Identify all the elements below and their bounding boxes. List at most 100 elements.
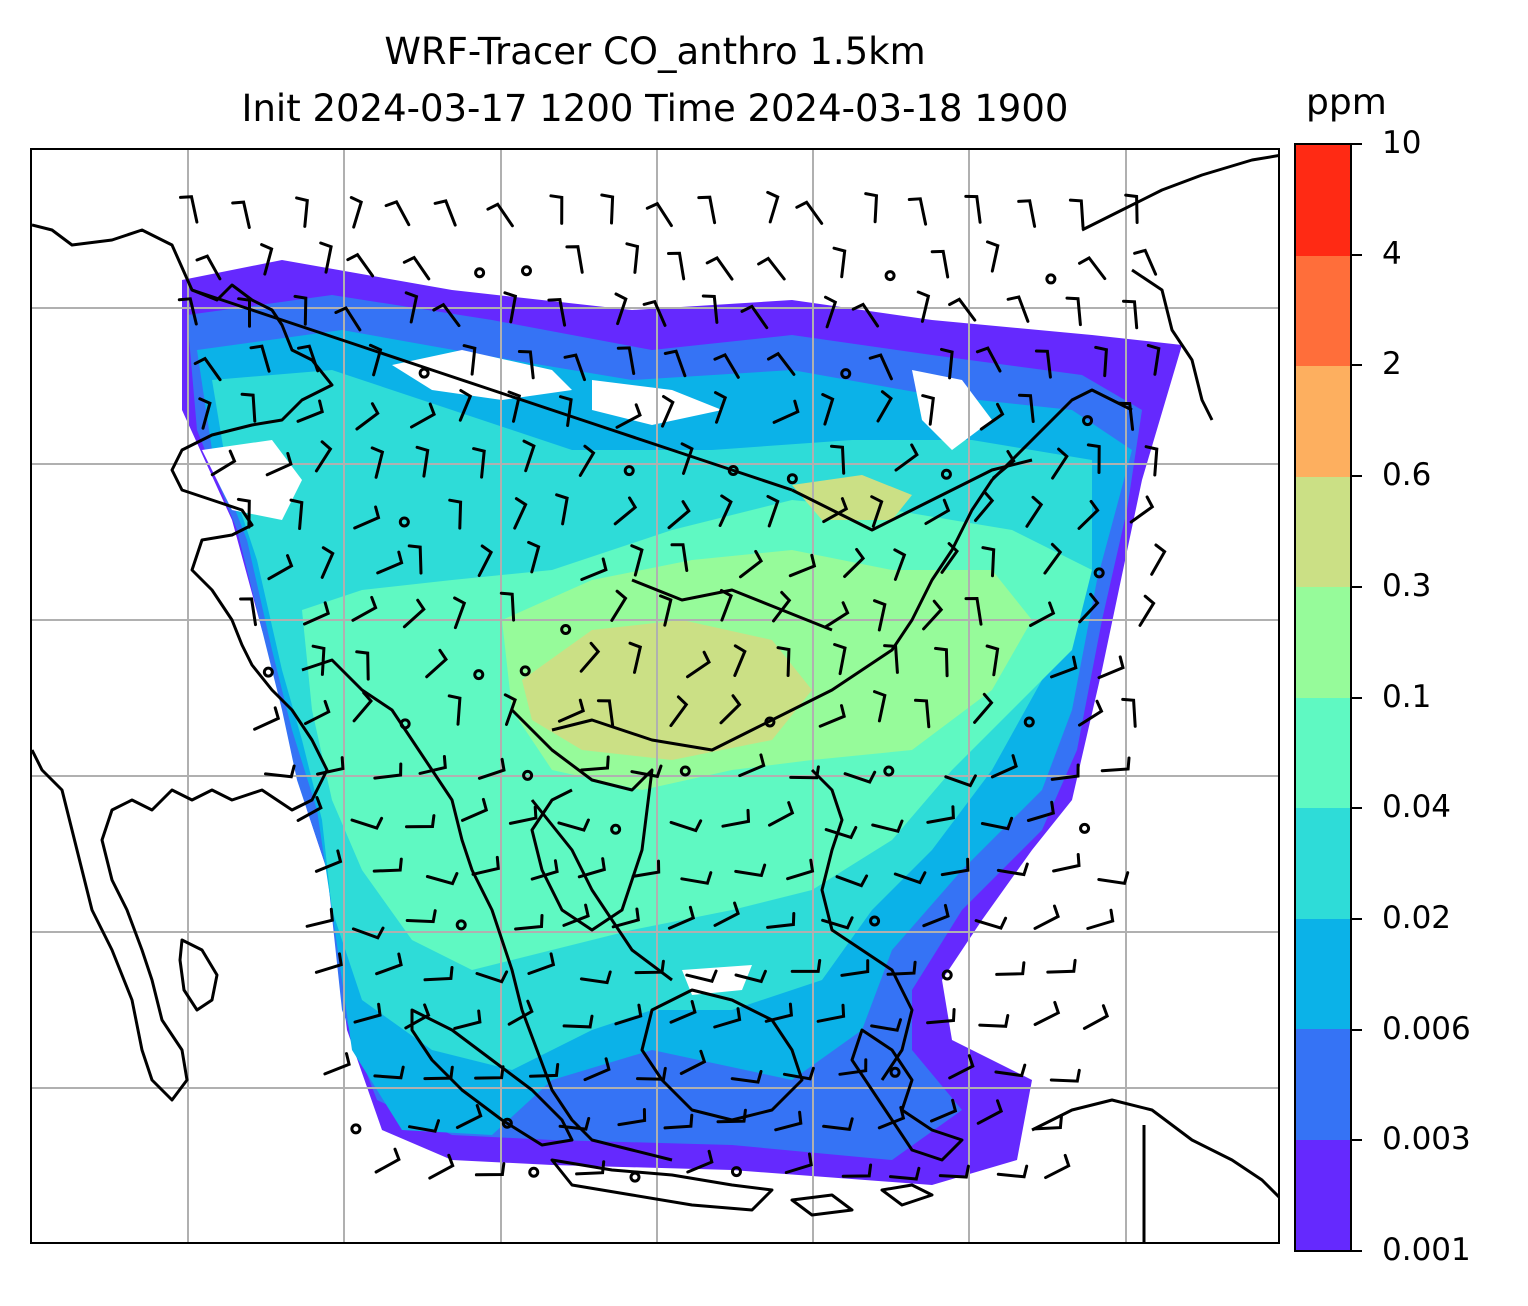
colorbar-tick-label: 0.1 [1382,678,1432,715]
coast-korea-japan [1081,154,1278,421]
wind-barb [697,195,717,225]
wind-barb [179,195,199,224]
wind-barb [372,857,403,873]
colorbar-tick [1352,696,1362,699]
calm-wind-circle [1023,716,1035,728]
wind-barb [734,863,767,878]
wind-barb [613,496,638,526]
calm-wind-circle [501,1117,513,1129]
wind-barb [818,704,846,728]
wind-barb [407,544,423,575]
wind-barb [986,240,1000,273]
wind-barb [686,650,711,679]
coast-sulawesi [850,1028,964,1162]
wind-barb [994,1063,1027,1078]
wind-barb [428,1153,455,1180]
wind-barb [876,390,893,423]
calm-wind-circle [764,716,776,728]
wind-barb [351,926,385,940]
wind-barb [198,397,212,430]
wind-barb [832,246,847,279]
wind-barb [1097,655,1125,680]
wind-barb [686,1149,714,1174]
wind-barb [353,1002,382,1024]
wind-barb [617,1108,647,1127]
field-region-06-b [792,475,912,520]
border-india-china [191,288,793,492]
wind-barb [475,970,509,984]
wind-barb [303,601,330,626]
wind-barb [575,1160,606,1176]
wind-barb [713,1007,742,1029]
wind-barb [579,641,601,673]
wind-barb [645,201,673,228]
wind-barb [1026,800,1055,822]
colorbar-segment-3 [1296,476,1350,587]
wind-barb [840,959,870,977]
wind-barb [614,292,628,326]
wind-barb [405,814,436,829]
wind-barb [447,694,462,726]
coast-java [550,1158,774,1212]
wind-barb [975,346,1002,373]
colorbar-tick-label: 0.006 [1382,1010,1471,1047]
colorbar-tick [1352,1250,1362,1252]
wind-barb [1086,443,1101,474]
coast-srilanka [178,938,219,1012]
wind-barb [978,1014,1010,1028]
wind-barb [734,969,767,984]
wind-barb [663,1113,694,1130]
wind-barb [404,291,419,324]
wind-barb [893,548,907,581]
wind-barb [195,254,222,281]
wind-barb [563,353,586,382]
wind-barb [740,304,769,330]
wind-barb [1050,763,1080,781]
calm-wind-circle [399,718,411,730]
wind-barb [600,193,615,225]
wind-barb [782,1066,815,1081]
wind-barb [293,294,308,326]
colorbar-tick [1352,1028,1362,1031]
wind-barb [630,764,663,779]
wind-barb [1078,255,1107,281]
wind-barb [1144,445,1159,477]
wind-barb [739,549,764,579]
wind-barb [1046,958,1077,974]
coast-china-south [551,388,1133,752]
wind-barb [1121,697,1137,728]
calm-wind-circle [884,270,896,282]
wind-barb [821,393,835,426]
wind-barb [764,1002,794,1023]
colorbar-segment-4 [1296,587,1350,698]
colorbar [1294,143,1352,1252]
calm-wind-circle [522,769,534,781]
wind-barb [193,356,222,382]
wind-barb [667,905,696,930]
calm-wind-circle [629,1171,641,1183]
colorbar-segment-9 [1296,1139,1350,1250]
wind-barb [615,403,642,429]
wind-barb [1129,495,1155,524]
coast-indochina [510,708,654,932]
wind-barb [557,698,585,723]
map-panel [30,148,1280,1244]
wind-barb [886,960,917,976]
wind-barb [830,444,846,475]
colorbar-segment-1 [1296,255,1350,366]
wind-barb [667,500,691,530]
wind-barb [210,449,237,477]
wind-barb [964,596,983,626]
wind-barb [934,646,949,678]
wind-barb [738,753,766,778]
calm-wind-circle [1045,273,1057,285]
wind-barb [916,290,931,323]
wind-barb [297,344,320,373]
wind-barb [373,1065,405,1080]
wind-barb [289,498,304,530]
wind-barb [883,644,899,674]
wind-barb [1049,1068,1081,1083]
wind-barb [472,447,486,479]
calm-wind-circle [889,1066,901,1078]
wind-barb [1082,1004,1110,1030]
